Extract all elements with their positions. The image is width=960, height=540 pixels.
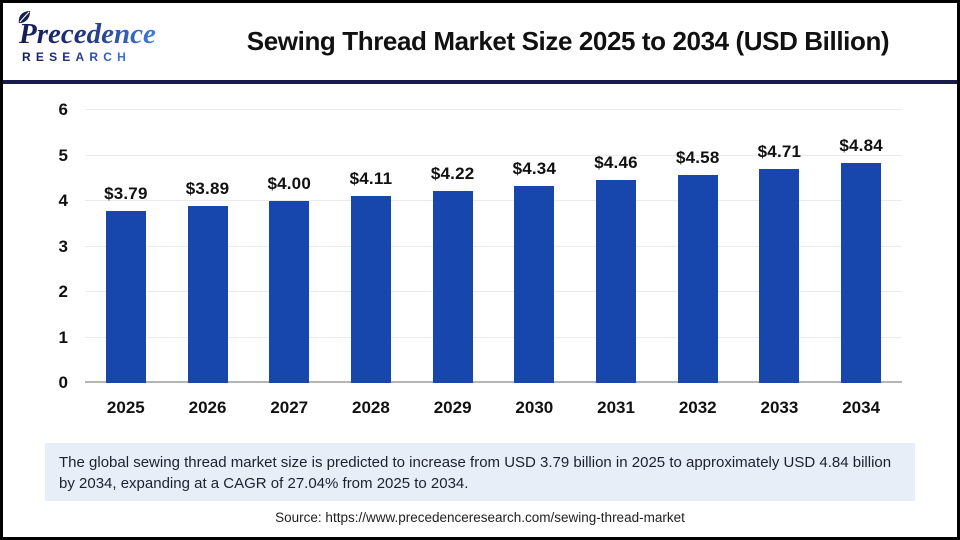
gridline — [85, 200, 902, 201]
bar-group-2029: $4.22 2029 — [412, 110, 494, 417]
gridline — [85, 154, 902, 156]
leaf-icon — [18, 10, 31, 24]
bar-2025 — [105, 210, 146, 383]
bar-group-2034: $4.84 2034 — [820, 110, 902, 417]
bar-value-label: $4.22 — [430, 164, 475, 183]
bar-group-2032: $4.58 2032 — [657, 110, 739, 417]
bar-value-label: $4.46 — [594, 153, 638, 173]
x-axis-tick-label: 2029 — [433, 398, 472, 417]
bar-2030 — [514, 185, 555, 383]
page-title: Sewing Thread Market Size 2025 to 2034 (… — [246, 26, 890, 56]
summary-note-box: The global sewing thread market size is … — [45, 443, 915, 501]
bar-group-2030: $4.34 2030 — [494, 110, 576, 417]
bar-group-2028: $4.11 2028 — [330, 110, 412, 417]
bar-2026 — [187, 206, 228, 383]
summary-note-text: The global sewing thread market size is … — [59, 454, 892, 492]
x-axis-tick-label: 2028 — [352, 398, 390, 417]
bar-value-label: $4.58 — [675, 147, 720, 167]
bar-group-2025: $3.79 2025 — [85, 110, 167, 417]
gridline — [85, 245, 902, 247]
plot-area: 0 1 2 3 4 5 6 $3.79 2025 $3.89 2026 $4.00 2027 $4.11 2… — [59, 101, 902, 417]
gridline — [85, 291, 902, 292]
gridline — [85, 336, 902, 338]
logo-subtitle: RESEARCH — [22, 50, 131, 64]
x-axis-tick-label: 2031 — [597, 398, 635, 417]
header: Precedence RESEARCH Sewing Thread Market… — [3, 3, 957, 80]
bar-2034 — [841, 162, 882, 383]
gridline — [85, 109, 902, 110]
x-axis-tick-label: 2030 — [515, 398, 554, 417]
source-line: Source: https://www.precedenceresearch.c… — [275, 510, 685, 525]
x-axis-tick-label: 2034 — [842, 398, 881, 417]
bar-value-label: $3.79 — [104, 183, 148, 203]
header-divider — [3, 80, 957, 84]
bar-value-label: $4.34 — [512, 158, 557, 178]
bar-value-label: $4.00 — [267, 174, 311, 194]
bar-2031 — [596, 180, 637, 383]
logo-wordmark: Precedence — [19, 18, 156, 50]
bar-2029 — [432, 191, 473, 383]
x-axis-tick-label: 2032 — [678, 398, 717, 417]
bar-group-2031: $4.46 2031 — [575, 110, 657, 417]
bar-value-label: $3.89 — [185, 179, 230, 199]
bar-value-label: $4.11 — [349, 169, 393, 188]
bar-group-2033: $4.71 2033 — [739, 110, 821, 417]
x-axis-tick-label: 2027 — [270, 398, 309, 417]
x-axis-tick-label: 2026 — [188, 398, 227, 417]
x-axis-baseline — [85, 381, 902, 383]
bar-2033 — [759, 168, 800, 383]
bar-value-label: $4.84 — [839, 135, 883, 155]
bar-2027 — [269, 201, 310, 383]
bar-group-2027: $4.00 2027 — [248, 110, 330, 417]
bar-value-label: $4.71 — [757, 141, 802, 161]
bar-group-2026: $3.89 2026 — [167, 110, 249, 417]
bar-2032 — [677, 174, 718, 383]
precedence-research-logo: Precedence RESEARCH — [18, 10, 189, 64]
x-axis-tick-label: 2033 — [760, 398, 799, 417]
x-axis-tick-label: 2025 — [106, 398, 145, 417]
bar-2028 — [350, 196, 391, 383]
